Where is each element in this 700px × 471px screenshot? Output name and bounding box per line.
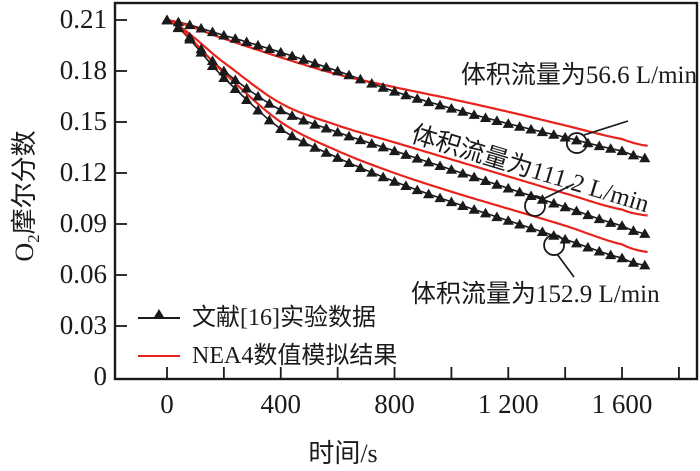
legend-triangle-icon	[153, 309, 165, 319]
legend-entry-simulation: NEA4数值模拟结果	[138, 341, 397, 371]
y-tick-label: 0.21	[59, 4, 107, 34]
x-tick-label: 1 200	[477, 389, 539, 419]
legend-entry-experiment: 文献[16]实验数据	[138, 303, 397, 333]
legend: 文献[16]实验数据 NEA4数值模拟结果	[138, 303, 397, 379]
x-tick-label: 800	[374, 389, 415, 419]
y-tick-label: 0.09	[59, 208, 107, 238]
legend-marker-line-triangle-icon	[138, 303, 180, 333]
x-axis-title: 时间/s	[308, 439, 378, 468]
y-tick-label: 0.12	[59, 157, 107, 187]
y-tick-label: 0.15	[59, 106, 107, 136]
annotation-flow-152-9: 体积流量为152.9 L/min	[411, 281, 660, 308]
x-tick-label: 1 600	[591, 389, 653, 419]
legend-label-experiment: 文献[16]实验数据	[192, 305, 376, 331]
y-tick-label: 0.18	[59, 55, 107, 85]
legend-line-red	[138, 355, 180, 357]
legend-marker-red-line-icon	[138, 341, 180, 371]
y-tick-label: 0	[93, 361, 108, 391]
y-axis-title: O2摩尔分数	[4, 130, 44, 261]
annotation-flow-56-6: 体积流量为56.6 L/min	[460, 62, 697, 89]
y-tick-label: 0.03	[59, 310, 107, 340]
y-tick-label: 0.06	[59, 259, 107, 289]
legend-label-simulation: NEA4数值模拟结果	[192, 343, 398, 369]
x-tick-label: 400	[260, 389, 302, 419]
x-tick-label: 0	[160, 389, 174, 419]
y-axis-title-symbol: O	[9, 242, 39, 262]
